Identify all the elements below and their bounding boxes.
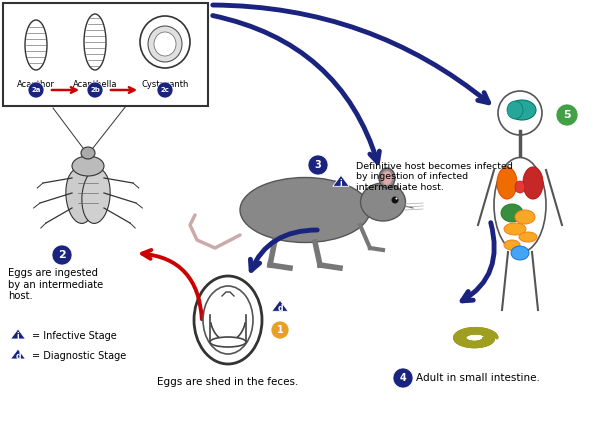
Text: d: d — [277, 304, 283, 313]
Ellipse shape — [501, 204, 523, 222]
Ellipse shape — [81, 147, 95, 159]
Text: i: i — [17, 332, 19, 341]
Text: 2c: 2c — [161, 87, 169, 93]
Text: 1: 1 — [277, 325, 283, 335]
Ellipse shape — [203, 286, 253, 354]
Ellipse shape — [494, 157, 546, 253]
Text: Definitive host becomes infected
by ingestion of infected
intermediate host.: Definitive host becomes infected by inge… — [356, 162, 513, 192]
Circle shape — [556, 104, 578, 126]
Text: Acanthella: Acanthella — [73, 80, 117, 89]
Polygon shape — [11, 329, 26, 339]
Text: 2b: 2b — [90, 87, 100, 93]
Text: Acanthor: Acanthor — [17, 80, 55, 89]
Text: = Diagnostic Stage: = Diagnostic Stage — [32, 351, 126, 361]
Polygon shape — [272, 300, 288, 311]
Ellipse shape — [72, 156, 104, 176]
Circle shape — [157, 82, 173, 98]
Ellipse shape — [511, 246, 529, 260]
Circle shape — [308, 155, 328, 175]
Text: 2a: 2a — [31, 87, 41, 93]
Text: = Infective Stage: = Infective Stage — [32, 331, 117, 341]
Ellipse shape — [240, 178, 370, 242]
Text: Cystacanth: Cystacanth — [142, 80, 188, 89]
Ellipse shape — [210, 337, 246, 347]
FancyBboxPatch shape — [3, 3, 208, 106]
Ellipse shape — [82, 168, 110, 224]
Ellipse shape — [382, 171, 392, 185]
Text: Eggs are ingested
by an intermediate
host.: Eggs are ingested by an intermediate hos… — [8, 268, 103, 301]
Ellipse shape — [25, 20, 47, 70]
Ellipse shape — [497, 167, 517, 199]
Ellipse shape — [504, 223, 526, 235]
Ellipse shape — [84, 14, 106, 70]
Text: Adult in small intestine.: Adult in small intestine. — [416, 373, 540, 383]
Ellipse shape — [523, 167, 543, 199]
Ellipse shape — [507, 101, 523, 119]
Ellipse shape — [140, 16, 190, 68]
Ellipse shape — [361, 183, 406, 221]
Ellipse shape — [504, 240, 520, 250]
Circle shape — [271, 321, 289, 339]
Circle shape — [392, 197, 398, 203]
Text: d: d — [15, 352, 21, 361]
Ellipse shape — [519, 232, 537, 242]
Polygon shape — [333, 175, 349, 187]
Ellipse shape — [515, 181, 525, 193]
Text: 5: 5 — [563, 110, 571, 120]
Text: 3: 3 — [314, 160, 322, 170]
Circle shape — [28, 82, 44, 98]
Ellipse shape — [66, 168, 94, 224]
Circle shape — [395, 197, 398, 200]
Circle shape — [87, 82, 103, 98]
Text: 2: 2 — [58, 250, 66, 260]
Ellipse shape — [379, 168, 395, 188]
Circle shape — [498, 91, 542, 135]
Ellipse shape — [194, 276, 262, 364]
Ellipse shape — [148, 26, 182, 62]
Ellipse shape — [515, 210, 535, 224]
Polygon shape — [11, 349, 26, 359]
Text: 4: 4 — [400, 373, 406, 383]
Ellipse shape — [154, 32, 176, 56]
Circle shape — [52, 245, 72, 265]
Circle shape — [393, 368, 413, 388]
Ellipse shape — [508, 100, 536, 120]
Text: Eggs are shed in the feces.: Eggs are shed in the feces. — [157, 377, 299, 387]
Text: i: i — [340, 179, 343, 188]
